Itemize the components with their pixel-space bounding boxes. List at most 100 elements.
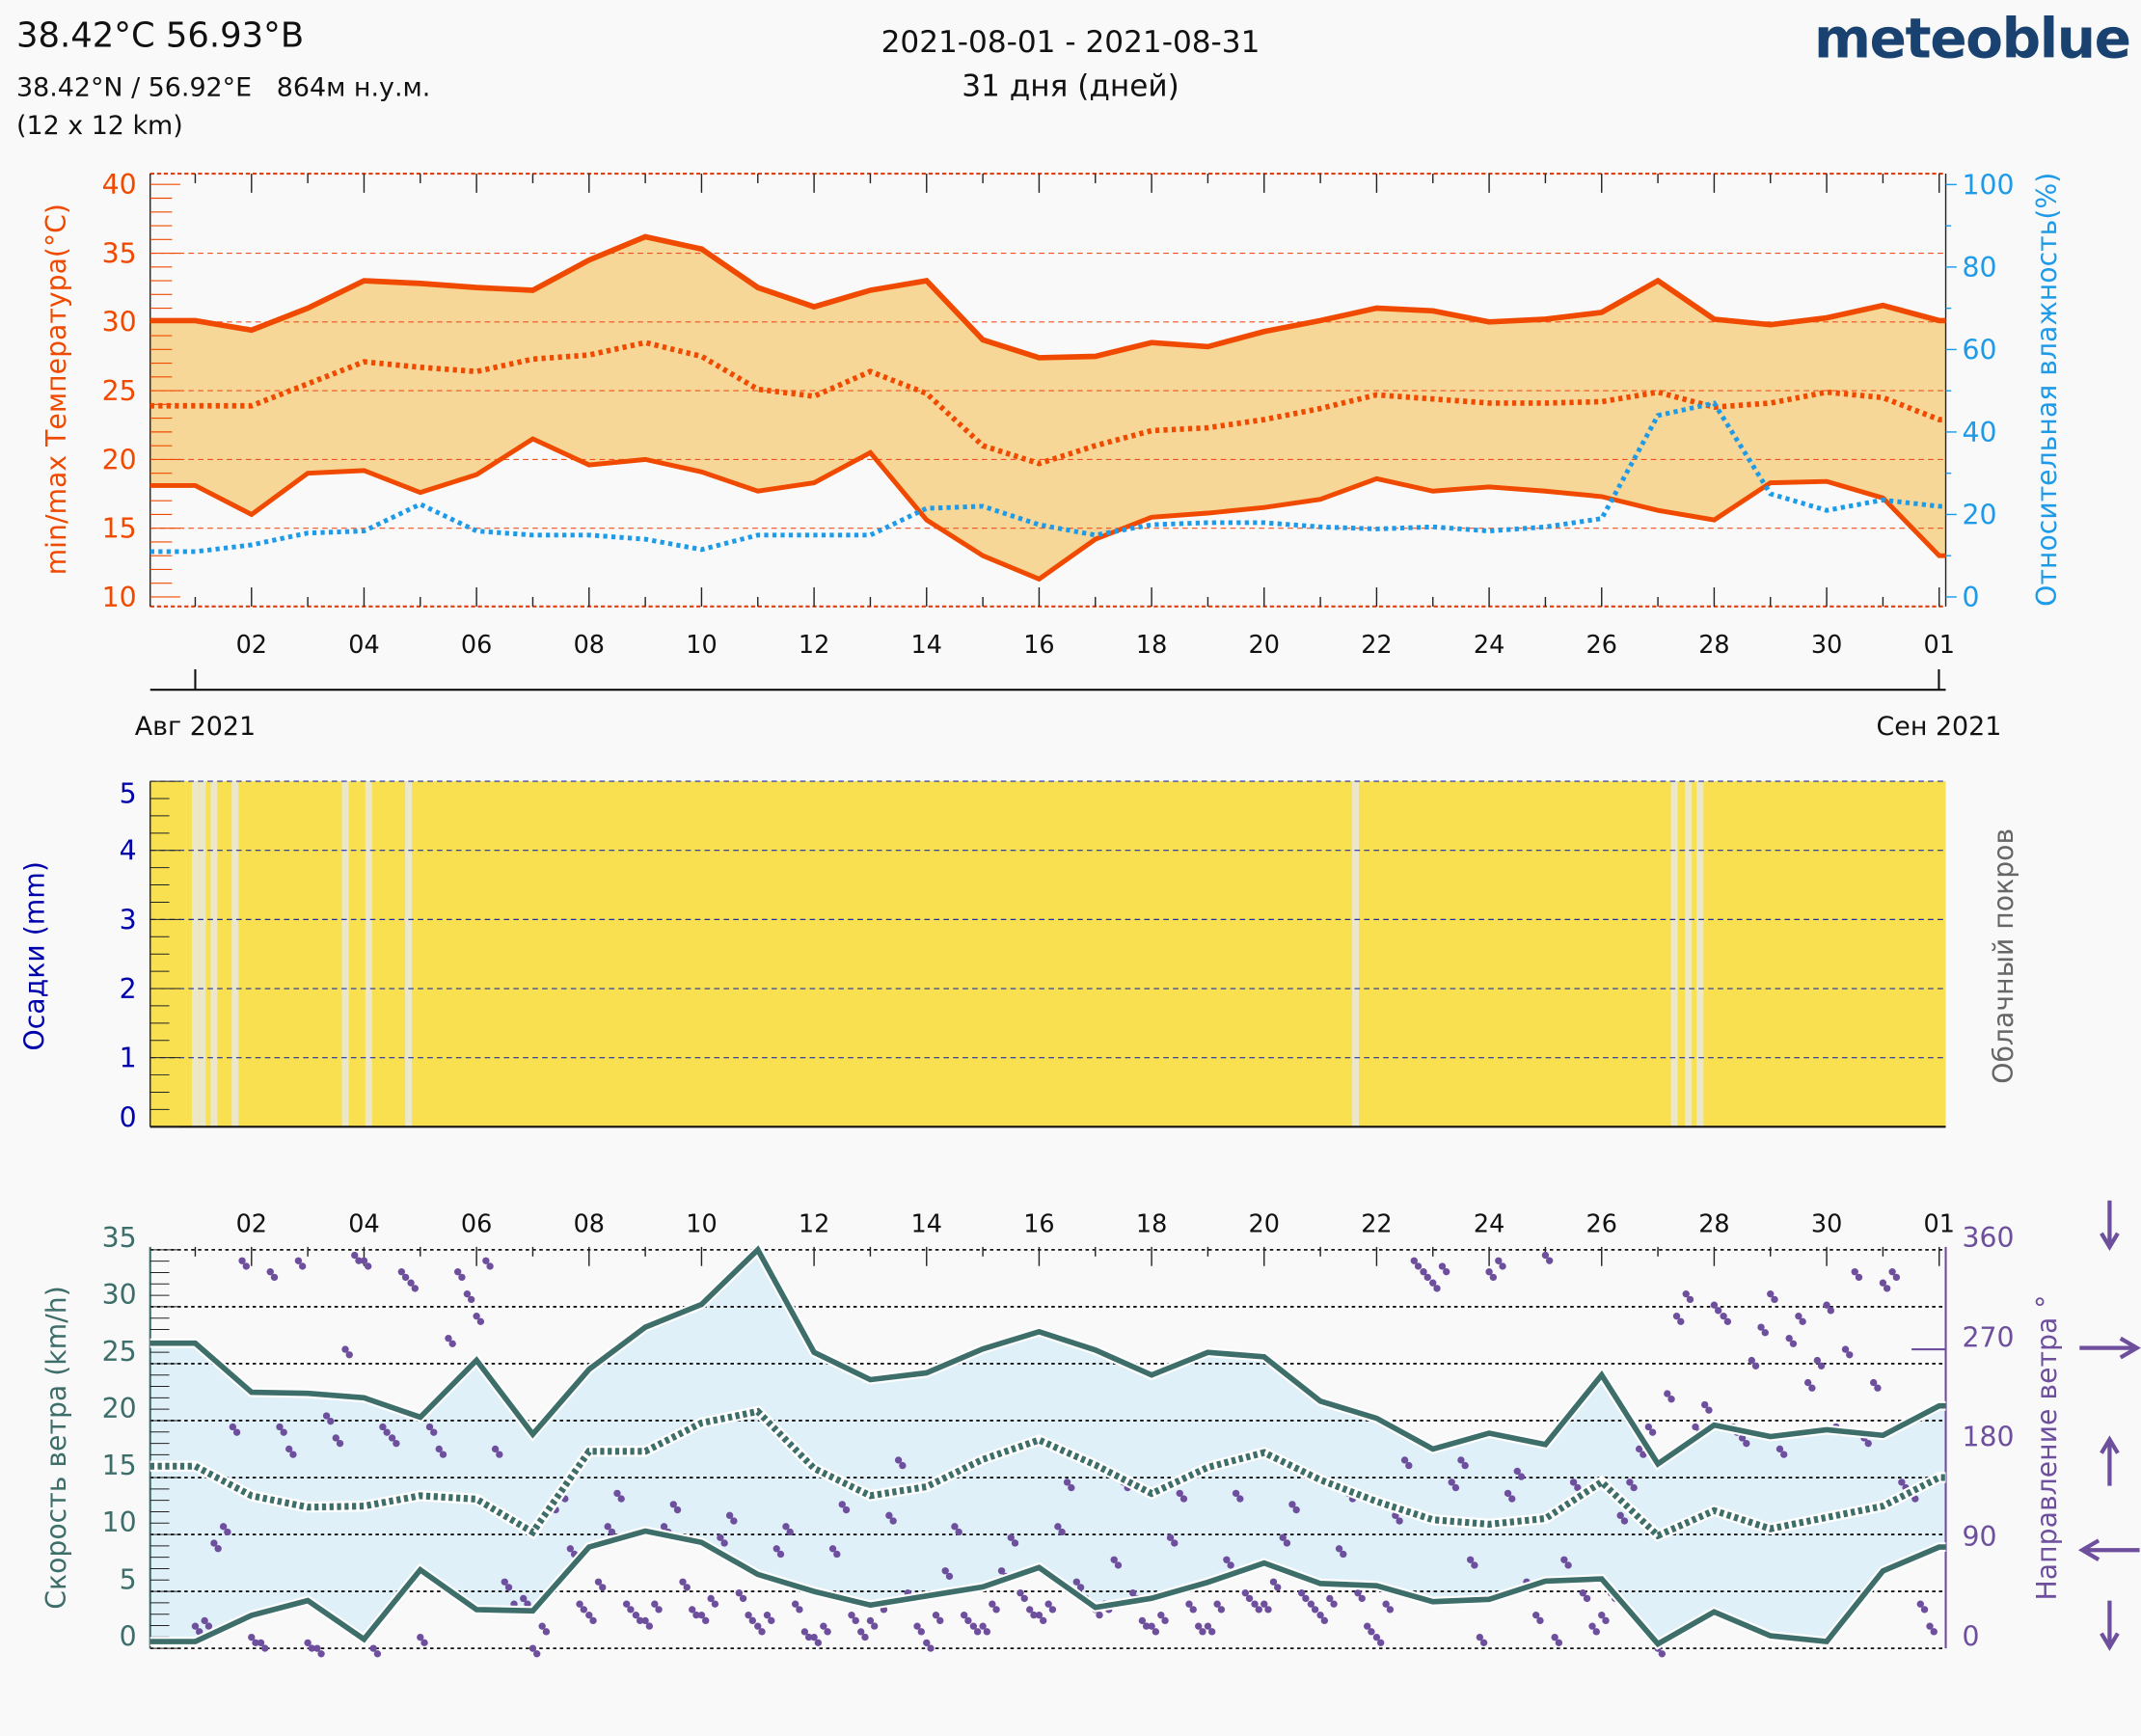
wind-direction-point (1438, 1262, 1447, 1270)
x-tick-label: 04 (348, 1209, 379, 1238)
clear-sky-background (149, 781, 1946, 1127)
wind-direction-point (964, 1616, 972, 1625)
wind-direction-point (1620, 1517, 1629, 1525)
wind-direction-point (885, 1511, 893, 1520)
wind-direction-point (224, 1528, 231, 1536)
wind-direction-point (927, 1644, 935, 1652)
wind-direction-point (1564, 1561, 1572, 1569)
wind-direction-point (697, 1612, 706, 1619)
wind-direction-point (1274, 1584, 1282, 1591)
wind-direction-point (748, 1616, 756, 1625)
wind-direction-point (1372, 1633, 1381, 1641)
wind-direction-point (196, 1628, 203, 1636)
wind-direction-point (1128, 1589, 1137, 1597)
wind-direction-point (1044, 1600, 1052, 1608)
wind-direction-point (1504, 1489, 1512, 1498)
wind-direction-point (833, 1550, 841, 1559)
wind-direction-point (1335, 1545, 1343, 1553)
arrow-right-icon (2079, 1336, 2141, 1360)
wind-direction-point (336, 1439, 344, 1448)
wind-direction-point (1916, 1600, 1924, 1608)
wind-direction-point (899, 1461, 907, 1470)
wind-direction-point (1743, 1439, 1750, 1448)
wind-direction-point (1040, 1616, 1047, 1625)
wind-direction-point (941, 1567, 949, 1575)
wind-direction-tick-label: 0 (1963, 1620, 1980, 1652)
wind-direction-point (504, 1584, 513, 1591)
wind-direction-point (1626, 1478, 1634, 1486)
x-tick-label: 02 (236, 1209, 267, 1238)
wind-direction-point (1785, 1334, 1793, 1343)
wind-direction-point (1189, 1606, 1197, 1614)
wind-direction-point (1536, 1616, 1544, 1625)
humidity-tick-label: 80 (1963, 252, 1997, 284)
x-tick-label: 02 (236, 631, 267, 660)
wind-direction-point (420, 1639, 428, 1647)
wind-direction-point (1551, 1633, 1558, 1641)
arrow-left-icon (2077, 1538, 2140, 1561)
wind-direction-point (1110, 1556, 1118, 1563)
wind-direction-point (1485, 1268, 1493, 1276)
cloud-hour-stripe (1696, 781, 1704, 1127)
wind-direction-point (520, 1594, 528, 1603)
wind-direction-point (1574, 1483, 1582, 1492)
wind-direction-point (1297, 1589, 1306, 1597)
wind-direction-point (842, 1505, 851, 1514)
wind-direction-point (669, 1501, 677, 1508)
wind-direction-point (528, 1644, 537, 1652)
wind-direction-point (1748, 1356, 1755, 1365)
wind-direction-point (1302, 1594, 1310, 1603)
precip-tick-label: 0 (120, 1101, 137, 1133)
x-tick-label: 16 (1023, 631, 1054, 660)
wind-direction-point (1583, 1594, 1591, 1603)
wind-direction-point (979, 1622, 987, 1630)
wind-direction-point (1588, 1622, 1596, 1630)
x-tick-label: 04 (348, 631, 379, 660)
wind-direction-point (1761, 1329, 1769, 1337)
wind-direction-point (289, 1451, 297, 1458)
wind-direction-point (1260, 1600, 1268, 1608)
wind-direction-point (201, 1616, 208, 1625)
wind-direction-axis-label: Направление ветра ° (2031, 1295, 2063, 1601)
wind-direction-point (1011, 1539, 1019, 1547)
location-title: 38.42°C 56.93°В (16, 15, 304, 55)
wind-min-line (149, 1528, 1946, 1648)
wind-direction-point (341, 1345, 349, 1353)
wind-direction-point (257, 1639, 265, 1647)
wind-direction-point (430, 1428, 438, 1436)
wind-direction-point (917, 1628, 925, 1636)
wind-direction-point (1808, 1384, 1816, 1392)
humidity-tick-label: 40 (1963, 417, 1997, 448)
wind-direction-point (1823, 1301, 1830, 1309)
wind-direction-point (1898, 1478, 1906, 1486)
wind-direction-point (1757, 1323, 1765, 1331)
temperature-max-line (149, 233, 1946, 361)
wind-direction-point (1007, 1533, 1015, 1541)
wind-direction-point (1443, 1267, 1450, 1276)
wind-direction-point (1316, 1612, 1324, 1619)
wind-direction-point (800, 1628, 809, 1636)
x-tick-label: 28 (1698, 631, 1729, 660)
wind-direction-point (1888, 1268, 1896, 1276)
x-tick-label: 18 (1136, 631, 1167, 660)
x-tick-label: 16 (1023, 1209, 1054, 1238)
day-count: 31 дня (дней) (962, 68, 1179, 103)
wind-direction-point (473, 1312, 480, 1320)
wind-direction-point (936, 1616, 944, 1625)
x-tick-label: 26 (1586, 1209, 1617, 1238)
x-tick-label: 06 (461, 631, 492, 660)
wind-direction-point (458, 1273, 466, 1282)
wind-direction-point (1813, 1356, 1822, 1365)
wind-direction-point (1307, 1600, 1315, 1608)
wind-direction-tick-label: 270 (1963, 1321, 2015, 1353)
wind-direction-point (717, 1533, 724, 1541)
wind-direction-point (276, 1423, 284, 1431)
wind-direction-point (1780, 1451, 1788, 1458)
wind-direction-point (1326, 1594, 1334, 1603)
wind-direction-point (1789, 1340, 1798, 1347)
wind-direction-point (1048, 1606, 1057, 1614)
humidity-tick-label: 100 (1963, 169, 2015, 201)
wind-direction-point (1217, 1606, 1226, 1614)
wind-direction-point (1283, 1539, 1291, 1547)
wind-direction-point (599, 1584, 607, 1591)
